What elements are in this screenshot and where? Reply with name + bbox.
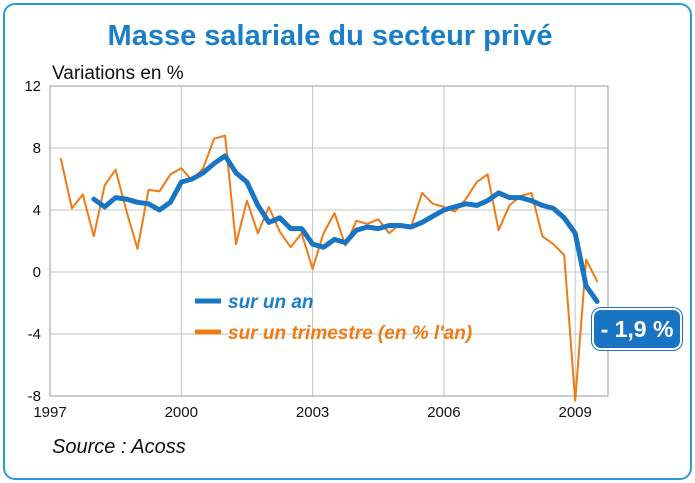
plot-area: [49, 85, 609, 397]
y-tick-label-4: -4: [28, 326, 41, 343]
y-tick-label-2: 4: [33, 202, 41, 219]
legend: sur un an sur un trimestre (en % l'an): [195, 292, 472, 344]
x-tick-label-4: 2009: [558, 404, 591, 421]
y-axis-label: Variations en %: [52, 63, 184, 84]
plot-border: [49, 85, 609, 397]
series-lines: [59, 134, 600, 402]
x-tick-label-2: 2003: [296, 404, 329, 421]
series-line-quarterly: [59, 134, 599, 402]
y-tick-label-0: 12: [24, 78, 41, 95]
y-tick-label-5: -8: [28, 388, 41, 405]
y-tick-label-1: 8: [33, 140, 41, 157]
source-note: Source : Acoss: [52, 436, 186, 458]
chart-title: Masse salariale du secteur privé: [108, 20, 553, 52]
y-tick-label-3: 0: [33, 264, 41, 281]
legend-label-annual: sur un an: [228, 292, 314, 313]
series-line-annual: [91, 153, 600, 304]
x-tick-label-3: 2006: [427, 404, 460, 421]
legend-label-quarterly: sur un trimestre (en % l'an): [228, 323, 472, 344]
latest-value-callout: - 1,9 %: [592, 308, 682, 350]
x-tick-label-0: 1997: [33, 404, 66, 421]
x-tick-label-1: 2000: [165, 404, 198, 421]
